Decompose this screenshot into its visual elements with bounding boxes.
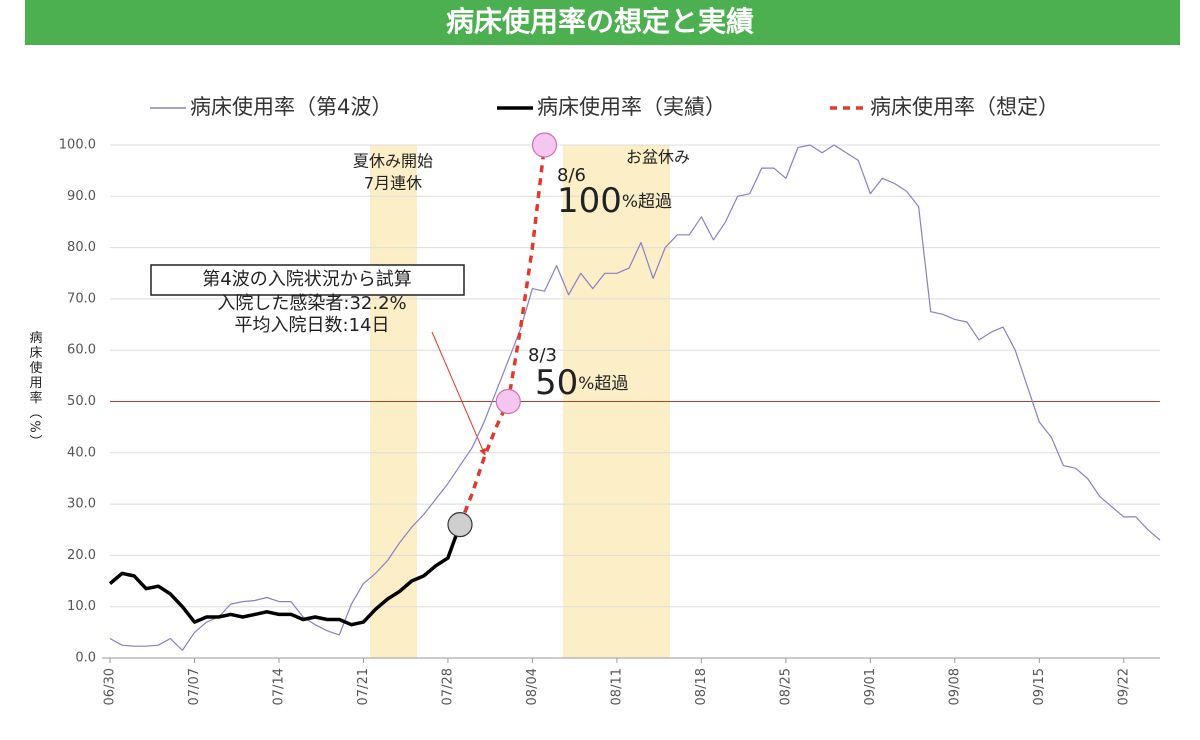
note-box [150, 264, 465, 296]
y-tick-label: 30.0 [67, 497, 96, 512]
title-bar [25, 0, 1180, 45]
x-tick-label: 07/21 [356, 668, 371, 705]
legend-label: 病床使用率（想定） [870, 95, 1059, 119]
annotation-suffix: %超過 [578, 374, 628, 394]
y-tick-label: 100.0 [59, 138, 96, 153]
point-marker [447, 512, 473, 538]
x-tick-label: 08/25 [778, 668, 793, 705]
note: 入院した感染者:32.2% [217, 293, 406, 314]
x-tick-label: 09/15 [1032, 668, 1047, 705]
x-tick-label: 09/08 [947, 668, 962, 705]
series-line [109, 144, 1161, 651]
point-marker [495, 388, 521, 415]
point-marker [531, 132, 558, 158]
x-tick-label: 08/18 [694, 668, 709, 705]
x-tick-label: 09/01 [863, 668, 878, 705]
x-tick-label: 08/11 [609, 668, 624, 705]
legend-label: 病床使用率（第4波） [190, 95, 392, 119]
annotation: 夏休み開始 [353, 152, 433, 171]
annotation-value: 100 [557, 181, 622, 221]
annotation: 7月連休 [364, 174, 422, 193]
y-tick-label: 0.0 [75, 651, 96, 666]
annotation: 50%超過 [535, 363, 628, 403]
y-tick-label: 60.0 [67, 343, 96, 358]
y-axis-label: 病床使用率（%） [27, 330, 43, 449]
x-tick-label: 07/07 [187, 668, 202, 705]
chart-title: 病床使用率の想定と実績 [446, 5, 754, 38]
y-tick-label: 20.0 [67, 548, 96, 563]
note-title: 第4波の入院状況から試算 [202, 269, 411, 290]
annotation: お盆休み [626, 148, 690, 167]
y-tick-label: 50.0 [67, 394, 96, 409]
y-tick-label: 90.0 [67, 189, 96, 204]
x-tick-label: 08/04 [525, 668, 540, 705]
arrow [431, 331, 486, 456]
x-tick-label: 07/14 [271, 668, 286, 705]
y-tick-label: 40.0 [67, 445, 96, 460]
annotation: 8/3 [528, 345, 557, 366]
annotation: 100%超過 [557, 181, 672, 221]
annotation: 8/6 [557, 165, 586, 186]
series-line [108, 524, 462, 627]
x-tick-label: 06/30 [103, 668, 118, 705]
note: 平均入院日数:14日 [235, 315, 390, 336]
y-tick-label: 70.0 [67, 291, 96, 306]
x-tick-label: 07/28 [440, 668, 455, 705]
series-line [458, 144, 547, 526]
legend-label: 病床使用率（実績） [537, 95, 726, 119]
annotation-suffix: %超過 [622, 192, 672, 212]
x-tick-label: 09/22 [1116, 668, 1131, 705]
annotation-value: 50 [535, 363, 578, 403]
y-tick-label: 10.0 [67, 599, 96, 614]
y-tick-label: 80.0 [67, 240, 96, 255]
